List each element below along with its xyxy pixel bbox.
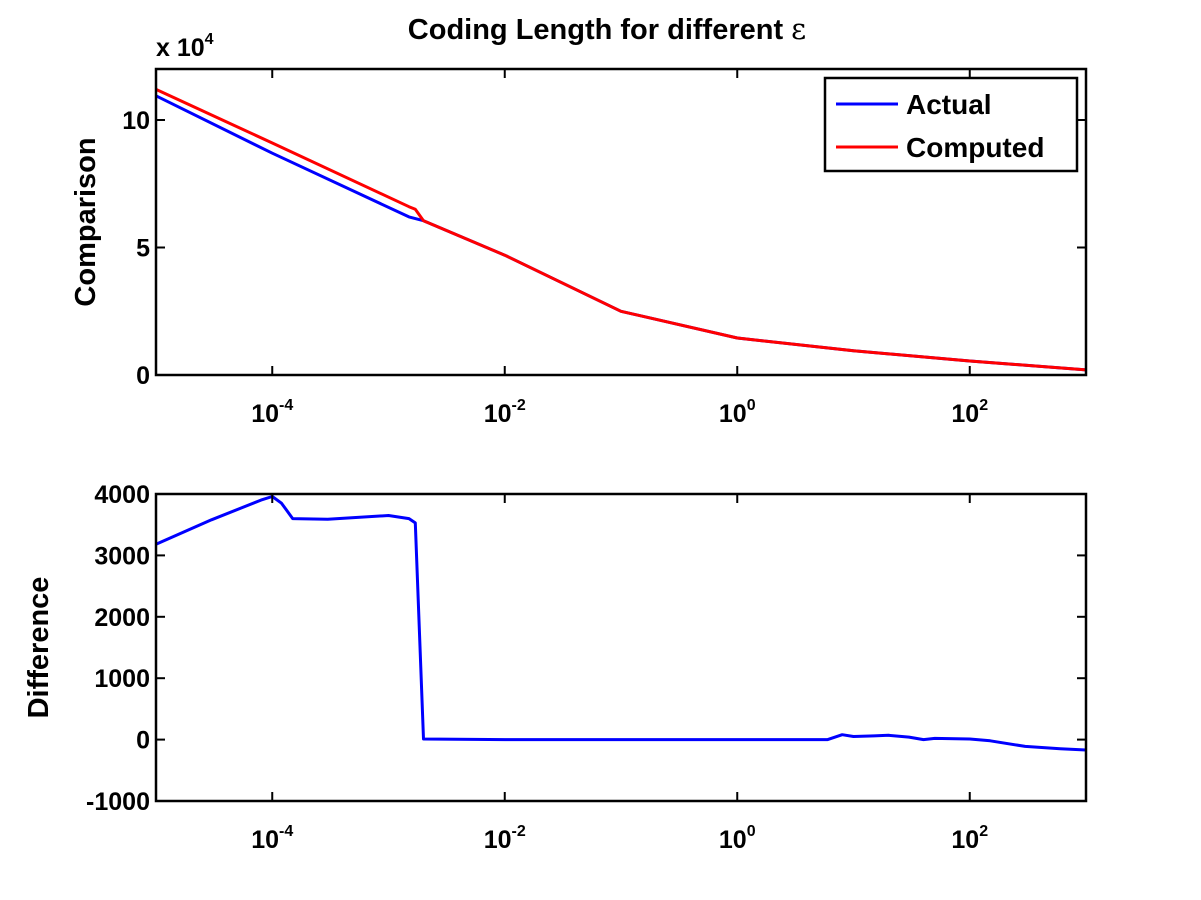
difference-x-tick-label: 100 bbox=[719, 823, 756, 854]
legend-label-computed: Computed bbox=[906, 132, 1044, 163]
comparison-y-tick-label: 5 bbox=[136, 235, 150, 263]
difference-y-tick-label: 4000 bbox=[94, 481, 150, 509]
difference-y-tick-label: -1000 bbox=[86, 788, 150, 816]
comparison-x-tick-label: 10-2 bbox=[484, 397, 526, 428]
difference-y-axis-label: Difference bbox=[23, 577, 55, 719]
comparison-axes-frame bbox=[154, 67, 1088, 377]
comparison-x-tick-label: 102 bbox=[951, 397, 988, 428]
difference-plot-area bbox=[156, 494, 1086, 801]
difference-y-tick-label: 3000 bbox=[94, 542, 150, 570]
comparison-axes: 10-4 10-2 100 102 0 5 10 Comparison x 104 Actual C… bbox=[70, 31, 1088, 428]
difference-y-tick-label: 2000 bbox=[94, 604, 150, 632]
comparison-y-tick-label: 10 bbox=[122, 107, 150, 135]
difference-axes-frame bbox=[154, 492, 1088, 803]
difference-x-tick-label: 102 bbox=[951, 823, 988, 854]
comparison-x-tick-label: 10-4 bbox=[251, 397, 293, 428]
comparison-y-tick-label: 0 bbox=[136, 362, 150, 390]
difference-y-tick-label: 1000 bbox=[94, 665, 150, 693]
difference-series-line-0 bbox=[155, 495, 1087, 752]
difference-x-tick-label: 10-2 bbox=[484, 823, 526, 854]
chart-title: Coding Length for different ε bbox=[408, 12, 806, 46]
legend: Actual Computed bbox=[823, 76, 1079, 173]
difference-y-tick-label: 0 bbox=[136, 727, 150, 755]
legend-label-actual: Actual bbox=[906, 89, 992, 120]
comparison-y-axis-label: Comparison bbox=[70, 137, 102, 306]
y-multiplier-label: x 104 bbox=[156, 31, 214, 62]
comparison-series-line-computed bbox=[155, 88, 1087, 372]
difference-x-tick-label: 10-4 bbox=[251, 823, 293, 854]
legend-box bbox=[823, 76, 1079, 173]
comparison-x-tick-label: 100 bbox=[719, 397, 756, 428]
difference-axes: 10-4 10-2 100 102 -1000 0 1000 2000 3000 4000 Diff… bbox=[23, 481, 1088, 854]
